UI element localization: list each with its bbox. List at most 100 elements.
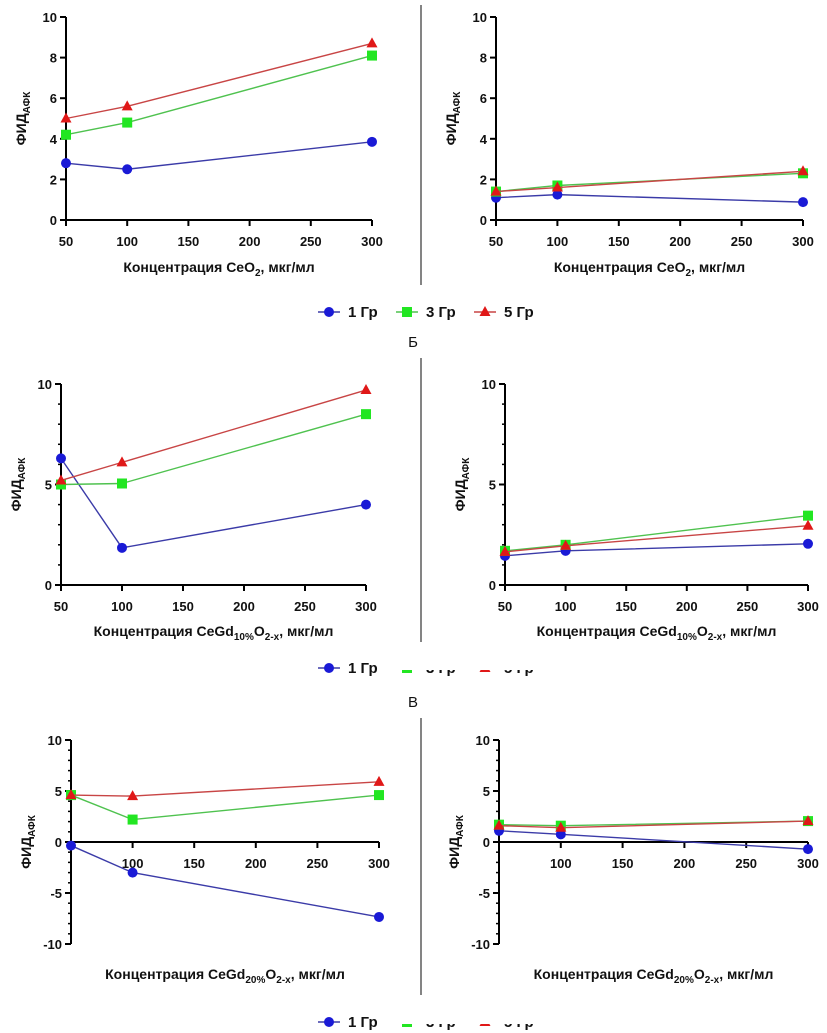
x-tick-label: 50 (498, 599, 512, 614)
data-point-5Гр (373, 775, 385, 786)
x-tick-label: 200 (233, 599, 255, 614)
data-point-3Гр (122, 117, 133, 128)
series-line-5Гр (70, 781, 380, 797)
x-axis-label-sub: 20% (674, 975, 694, 986)
data-point-1Гр (803, 844, 813, 855)
x-tick-label: 100 (116, 234, 138, 249)
data-point-5Гр (802, 815, 814, 826)
x-tick-label: 150 (178, 234, 200, 249)
x-axis-label-sub: 2 (685, 268, 691, 279)
data-point-5Гр (366, 37, 378, 48)
data-point-5Гр (60, 112, 72, 123)
series-line-3Гр (65, 54, 373, 136)
series-line-5Гр (60, 389, 367, 482)
y-axis-label: ФИДАФК (446, 814, 466, 869)
x-tick-label: 100 (550, 856, 572, 871)
data-point-5Гр (360, 384, 372, 395)
y-tick-label: 10 (48, 733, 62, 748)
series-line-3Гр (60, 413, 367, 486)
data-point-1Гр (555, 829, 566, 840)
data-point-1Гр (374, 911, 384, 922)
y-tick-label: 5 (55, 784, 62, 799)
x-axis-label: Концентрация CeGd10%O2-x, мкг/мл (94, 623, 334, 643)
y-tick-label: 10 (482, 377, 496, 392)
y-axis-label: ФИДАФК (18, 814, 38, 869)
legend-mask (385, 660, 565, 670)
x-tick-label: 300 (361, 234, 383, 249)
y-tick-label: 0 (489, 578, 496, 593)
x-tick-label: 200 (676, 599, 698, 614)
x-tick-label: 200 (245, 856, 267, 871)
x-tick-label: 300 (355, 599, 377, 614)
data-point-1Гр (117, 542, 127, 553)
x-axis-label-part: , мкг/мл (722, 623, 776, 639)
section-label-v: В (408, 694, 418, 711)
x-tick-label: 150 (183, 856, 205, 871)
x-tick-label: 150 (172, 599, 194, 614)
y-tick-label: -10 (43, 937, 62, 952)
series-line-3Гр (70, 794, 380, 821)
chart-panel-5: -10 -5 0 5 10 100 150 200 250 300 ФИДАФК Концентрац… (18, 733, 390, 986)
y-tick-label: 6 (50, 91, 57, 106)
series-line-1Гр (504, 543, 809, 557)
data-point-3Гр (127, 814, 138, 825)
x-axis-label-sub: 2 (255, 268, 261, 279)
data-point-5Гр (121, 100, 133, 111)
chart-panel-3: 0 5 10 50 100 150 200 250 300 ФИДАФК Концентрация … (8, 377, 377, 643)
legend-label: 1 Гр (348, 304, 378, 321)
x-axis-label-sub: 10% (677, 632, 697, 643)
series-line-5Гр (495, 170, 804, 193)
legend-marker-circle (324, 1017, 334, 1027)
x-tick-label: 50 (489, 234, 503, 249)
y-tick-label: 10 (473, 10, 487, 25)
x-tick-label: 300 (368, 856, 390, 871)
y-axis-label-sub: АФК (452, 91, 463, 114)
y-axis-label: ФИДАФК (443, 91, 463, 146)
series-line-5Гр (65, 42, 373, 120)
y-axis-label: ФИДАФК (13, 91, 33, 146)
series-line-1Гр (498, 830, 809, 850)
x-tick-label: 200 (669, 234, 691, 249)
data-point-5Гр (499, 545, 511, 556)
y-axis-label: ФИДАФК (8, 457, 28, 512)
x-tick-label: 150 (608, 234, 630, 249)
x-axis-label: Концентрация CeGd20%O2-x, мкг/мл (534, 966, 774, 986)
y-tick-label: 0 (45, 578, 52, 593)
series-line-1Гр (70, 844, 380, 918)
x-axis-label-sub: 2-x (705, 975, 720, 986)
x-tick-label: 100 (555, 599, 577, 614)
x-tick-label: 250 (737, 599, 759, 614)
data-point-3Гр (367, 50, 377, 61)
x-axis-label-part: , мкг/мл (291, 966, 345, 982)
x-axis-label: Концентрация CeO2, мкг/мл (123, 259, 314, 279)
x-tick-label: 200 (674, 856, 696, 871)
y-tick-label: -5 (478, 886, 490, 901)
x-tick-label: 250 (307, 856, 329, 871)
data-point-1Гр (361, 499, 371, 510)
legend-label: 3 Гр (426, 304, 456, 321)
y-tick-label: 10 (38, 377, 52, 392)
data-point-5Гр (555, 821, 567, 832)
y-axis-label-sub: АФК (455, 814, 466, 837)
legend-marker-circle (324, 663, 334, 673)
y-axis-label-sub: АФК (27, 814, 38, 837)
y-axis-label-sub: АФК (461, 457, 472, 480)
x-tick-label: 300 (797, 599, 819, 614)
x-tick-label: 250 (300, 234, 322, 249)
series-line-1Гр (65, 141, 373, 170)
legend-1: 1 Гр 3 Гр 5 Гр (318, 304, 534, 321)
x-axis-label-part: O (697, 623, 708, 639)
data-point-5Гр (127, 790, 139, 801)
legend-label: 1 Гр (348, 660, 378, 677)
x-axis-label-sub: 2-x (276, 975, 291, 986)
legend-marker-triangle (479, 306, 491, 316)
x-tick-label: 300 (797, 856, 819, 871)
y-axis-label-sub: АФК (17, 457, 28, 480)
x-axis-label-part: , мкг/мл (691, 259, 745, 275)
x-axis-label-sub: 2-x (265, 632, 280, 643)
y-tick-label: 2 (50, 172, 57, 187)
data-point-1Гр (367, 136, 377, 147)
x-axis-label-part: O (265, 966, 276, 982)
y-tick-label: 0 (480, 213, 487, 228)
